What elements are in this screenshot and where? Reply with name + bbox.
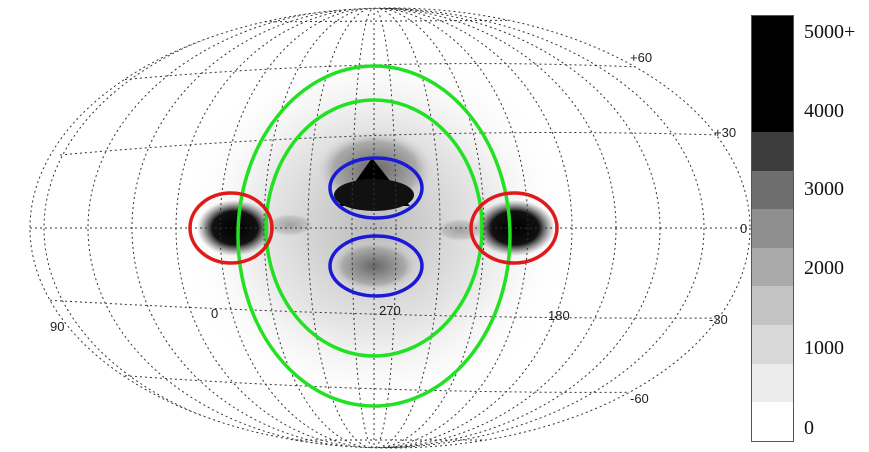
colorbar xyxy=(751,15,794,442)
colorbar-segment xyxy=(752,325,793,364)
colorbar-label-4000: 4000 xyxy=(804,100,844,122)
colorbar-segment xyxy=(752,402,793,442)
colorbar-label-2000: 2000 xyxy=(804,257,844,279)
colorbar-segment xyxy=(752,170,793,210)
lon-label-270: 270 xyxy=(379,303,401,318)
colorbar-segment xyxy=(752,247,793,287)
colorbar-segment xyxy=(752,54,793,94)
blue-ellipse-upper xyxy=(328,156,424,220)
lat-label-zero: 0 xyxy=(740,221,747,236)
lon-label-180: 180 xyxy=(548,308,570,323)
colorbar-segment xyxy=(752,363,793,403)
lat-label-plus30: +30 xyxy=(714,125,736,140)
lat-label-minus60: -60 xyxy=(630,391,649,406)
lon-label-90: 90 xyxy=(50,319,64,334)
colorbar-label-5000plus: 5000+ xyxy=(804,21,856,43)
colorbar-segment xyxy=(752,209,793,248)
blue-ellipse-lower xyxy=(328,234,424,298)
lon-label-0: 0 xyxy=(211,306,218,321)
red-ellipse-left xyxy=(188,191,274,265)
colorbar-segment xyxy=(752,286,793,326)
coordinate-grid xyxy=(29,7,751,449)
green-ellipse-outer xyxy=(236,64,512,408)
colorbar-segment xyxy=(752,16,793,55)
colorbar-label-3000: 3000 xyxy=(804,178,844,200)
colorbar-segment xyxy=(752,131,793,171)
lat-label-plus60: +60 xyxy=(630,50,652,65)
colorbar-segment xyxy=(752,93,793,132)
green-ellipse-inner xyxy=(264,98,484,358)
colorbar-label-1000: 1000 xyxy=(804,337,844,359)
red-ellipse-right xyxy=(469,191,559,265)
lat-label-minus30: -30 xyxy=(709,312,728,327)
colorbar-label-0: 0 xyxy=(804,417,814,439)
map-boundary xyxy=(29,7,751,449)
